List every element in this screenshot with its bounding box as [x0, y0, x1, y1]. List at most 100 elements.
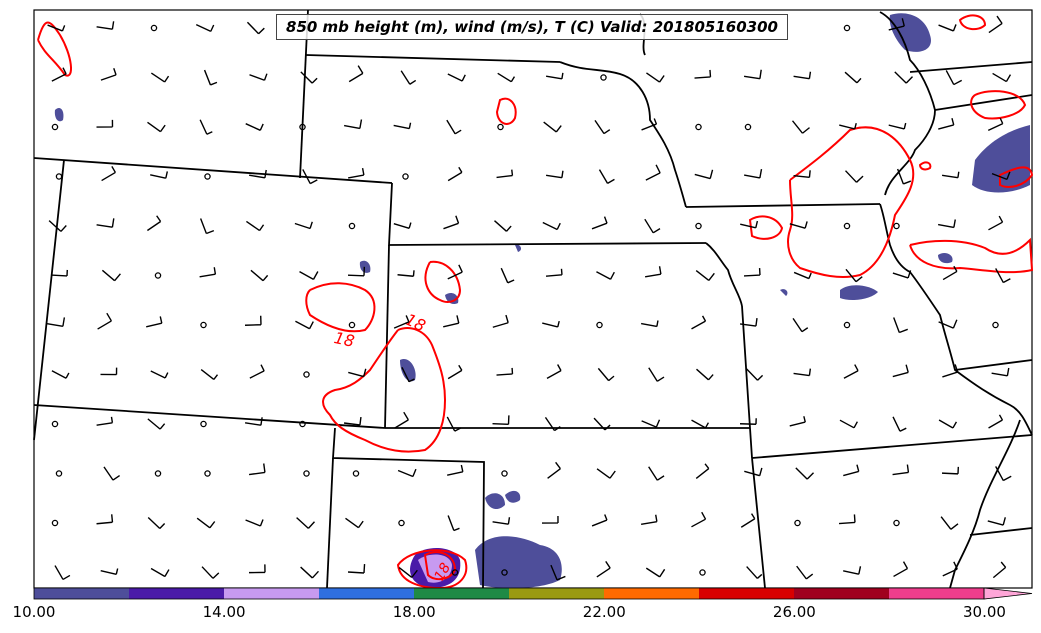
wind-barb-icon	[401, 367, 415, 383]
wind-barb-icon	[743, 69, 762, 80]
wind-barb-icon	[691, 511, 707, 528]
wind-barb-icon	[147, 121, 166, 133]
wind-barb-icon	[348, 168, 365, 179]
wind-barb-icon	[246, 220, 265, 232]
wind-barb-icon	[296, 517, 315, 529]
calm-wind-circle-icon	[51, 420, 59, 428]
calm-wind-circle-icon	[303, 371, 310, 378]
wind-barb-icon	[300, 71, 318, 84]
wind-barb-icon	[793, 170, 811, 178]
wind-barb-icon	[201, 566, 220, 579]
calm-wind-circle-icon	[150, 24, 158, 32]
wind-barb-icon	[596, 271, 615, 280]
calm-wind-circle-icon	[695, 222, 702, 230]
wind-barb-icon	[347, 266, 366, 277]
wind-barb-icon	[100, 367, 118, 376]
wind-barb-icon	[347, 563, 366, 574]
wind-barb-icon	[992, 561, 1007, 579]
wind-barb-icon	[789, 416, 806, 427]
calm-wind-circle-icon	[451, 569, 459, 576]
wind-barb-icon	[843, 464, 860, 477]
wind-barb-icon	[96, 218, 115, 228]
wind-barb-icon	[792, 317, 809, 333]
wind-barb-icon	[648, 466, 665, 481]
wind-barb-icon	[793, 368, 812, 377]
wind-barb-icon	[199, 119, 213, 135]
wind-barb-icon	[942, 265, 958, 281]
wind-barb-icon	[246, 21, 265, 35]
calm-wind-circle-icon	[200, 420, 207, 428]
wind-barb-icon	[200, 369, 219, 380]
wind-barb-icon	[345, 517, 364, 529]
wind-barb-icon	[545, 72, 564, 80]
wind-barb-icon	[545, 268, 563, 277]
wind-barb-icon	[146, 316, 163, 328]
wind-barb-icon	[691, 315, 707, 330]
wind-barb-icon	[496, 367, 514, 376]
wind-barb-icon	[54, 565, 71, 581]
wind-barb-icon	[147, 418, 166, 430]
wind-barb-icon	[892, 416, 907, 432]
calm-wind-circle-icon	[154, 470, 162, 477]
wind-barb-icon	[644, 266, 662, 278]
wind-barb-icon	[542, 320, 560, 328]
wind-barb-icon	[447, 464, 464, 476]
wind-barb-icon	[96, 514, 114, 525]
calm-wind-circle-icon	[348, 222, 356, 230]
wind-barb-icon	[845, 268, 863, 283]
wind-barb-icon	[249, 364, 265, 379]
calm-wind-circle-icon	[501, 470, 508, 477]
wind-barb-icon	[888, 122, 907, 130]
wind-barb-icon	[991, 171, 1011, 181]
wind-barb-icon	[150, 567, 170, 578]
contour-label: 18	[332, 328, 356, 351]
colorbar-segment	[699, 588, 795, 599]
wind-barb-icon	[992, 72, 1012, 83]
wind-barb-icon	[789, 221, 808, 229]
wind-barb-icon	[648, 367, 665, 382]
wind-barb-icon	[96, 119, 114, 128]
wind-barb-icon	[543, 121, 562, 133]
wind-barb-icon	[348, 65, 364, 83]
wind-barb-icon	[203, 69, 218, 86]
colorbar-segment	[889, 588, 985, 599]
wind-barb-icon	[744, 168, 763, 179]
colorbar	[33, 587, 1033, 600]
wind-barb-icon	[844, 170, 864, 183]
wind-barb-icon	[496, 169, 514, 179]
colorbar-segment	[414, 588, 510, 599]
wind-barb-icon	[48, 220, 67, 232]
wind-barb-icon	[995, 466, 1012, 482]
wind-barb-icon	[100, 68, 117, 81]
wind-barb-icon	[199, 218, 215, 235]
wind-barb-icon	[443, 315, 460, 328]
wind-barb-icon	[843, 364, 859, 379]
colorbar-segment	[604, 588, 700, 599]
wind-barb-icon	[593, 417, 611, 431]
wind-barb-icon	[646, 72, 665, 83]
calm-wind-circle-icon	[501, 569, 508, 576]
wind-barb-icon	[988, 215, 1004, 231]
wind-barb-icon	[744, 467, 763, 477]
wind-barb-icon	[447, 264, 463, 280]
wind-barb-icon	[796, 565, 814, 580]
calm-wind-circle-icon	[893, 519, 900, 527]
wind-barb-icon	[696, 368, 714, 381]
wind-barb-icon	[497, 72, 516, 83]
wind-barb-icon	[400, 70, 417, 85]
wind-barb-icon	[645, 164, 661, 181]
wind-barb-icon	[745, 368, 764, 381]
calm-wind-circle-icon	[51, 123, 59, 131]
wind-barb-icon	[492, 415, 510, 426]
calm-wind-circle-icon	[497, 123, 504, 131]
wind-barb-icon	[393, 122, 412, 130]
wind-barb-icon	[196, 517, 216, 529]
calm-wind-circle-icon	[398, 519, 405, 527]
wind-barb-icon	[248, 463, 266, 476]
wind-barb-icon	[893, 317, 908, 334]
wind-barb-icon	[644, 218, 661, 234]
wind-barb-icon	[591, 514, 608, 527]
calm-wind-circle-icon	[695, 123, 702, 131]
wind-barb-icon	[244, 417, 263, 426]
